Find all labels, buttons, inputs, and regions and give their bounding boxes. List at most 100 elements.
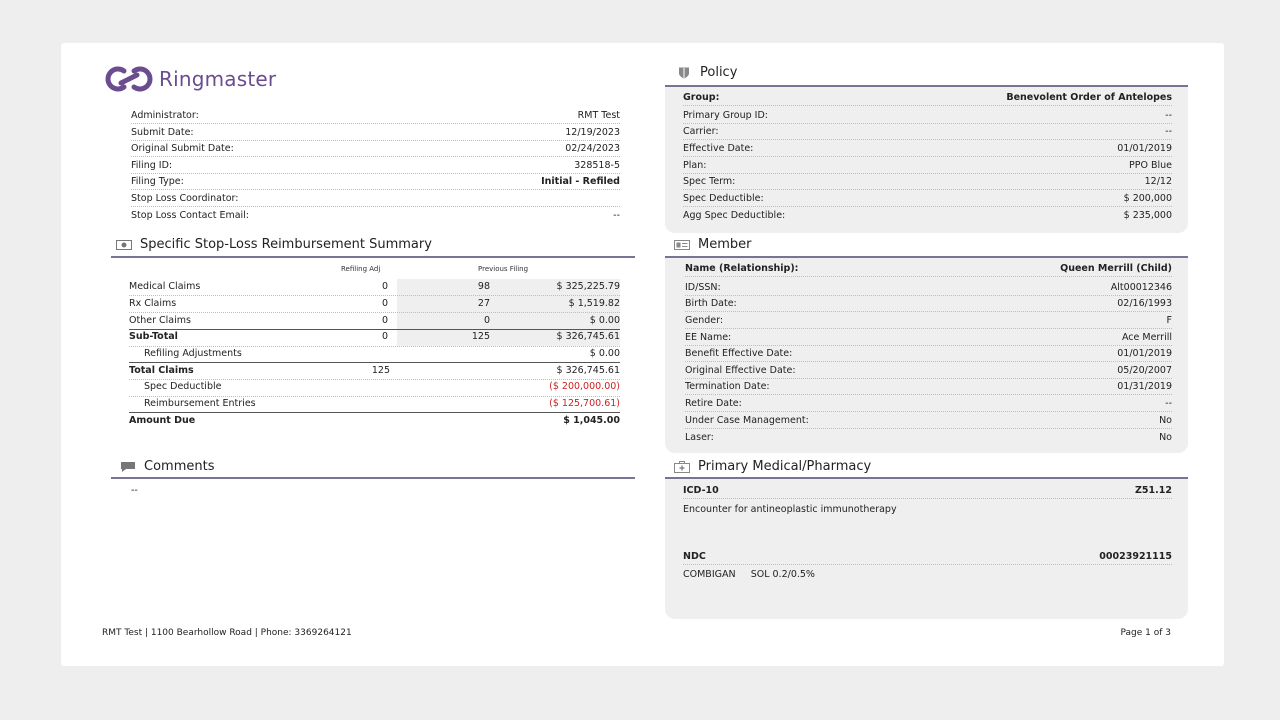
subtotal-rule xyxy=(129,329,620,330)
field-value: Queen Merrill (Child) xyxy=(1060,263,1172,274)
member-row: Birth Date: 02/16/1993 xyxy=(685,296,1172,312)
section-rule xyxy=(111,256,635,258)
field-label: Stop Loss Coordinator: xyxy=(131,192,239,204)
member-row: Laser: No xyxy=(685,429,1172,445)
field-label: Original Effective Date: xyxy=(685,364,796,376)
field-label: Filing Type: xyxy=(131,176,184,187)
member-row: Benefit Effective Date: 01/01/2019 xyxy=(685,346,1172,362)
amount-value: $ 325,225.79 xyxy=(556,281,620,292)
section-title-text: Specific Stop-Loss Reimbursement Summary xyxy=(140,237,432,252)
field-value: Ace Merrill xyxy=(1121,331,1172,343)
field-label: Administrator: xyxy=(131,110,199,121)
field-label: Retire Date: xyxy=(685,398,742,409)
comments-section-title: Comments xyxy=(120,459,214,474)
row-label: Total Claims xyxy=(129,364,194,376)
member-row: Termination Date: 01/31/2019 xyxy=(685,379,1172,395)
column-header-refiling: Refiling Adj xyxy=(341,265,381,273)
field-label: Effective Date: xyxy=(683,143,754,154)
row-label: Refiling Adjustments xyxy=(144,348,242,359)
amount-value: $ 326,745.61 xyxy=(556,364,620,376)
count-value: 98 xyxy=(477,281,490,292)
field-value: $ 235,000 xyxy=(1123,209,1172,221)
row-label: Medical Claims xyxy=(129,281,201,292)
field-value: -- xyxy=(613,209,620,221)
field-value: PPO Blue xyxy=(1129,159,1172,171)
field-value: -- xyxy=(1165,109,1172,121)
field-value: 02/16/1993 xyxy=(1117,298,1172,309)
policy-row: Spec Deductible: $ 200,000 xyxy=(683,191,1172,207)
field-value: 02/24/2023 xyxy=(565,143,620,154)
amount-value: $ 0.00 xyxy=(589,348,620,359)
page-number: Page 1 of 3 xyxy=(1120,628,1172,638)
policy-panel: Group: Benevolent Order of Antelopes Pri… xyxy=(665,85,1188,233)
filing-row: Original Submit Date: 02/24/2023 xyxy=(131,141,620,157)
policy-row: Group: Benevolent Order of Antelopes xyxy=(683,90,1172,106)
reimbursement-entries-row: Reimbursement Entries ($ 125,700.61) xyxy=(129,396,620,413)
amount-value: $ 1,519.82 xyxy=(568,297,620,309)
field-label: Plan: xyxy=(683,159,707,171)
row-label: Reimbursement Entries xyxy=(144,398,256,409)
row-divider xyxy=(129,312,620,313)
field-value: RMT Test xyxy=(577,110,620,121)
field-value: 12/12 xyxy=(1144,176,1172,187)
ndc-description: COMBIGAN SOL 0.2/0.5% xyxy=(683,569,815,580)
policy-section-title: Policy xyxy=(676,65,737,80)
field-label: Benefit Effective Date: xyxy=(685,348,793,359)
field-value: Initial - Refiled xyxy=(541,176,620,187)
member-row: Retire Date: -- xyxy=(685,396,1172,412)
ndc-code: 00023921115 xyxy=(1099,551,1172,562)
icd-row: ICD-10 Z51.12 xyxy=(683,483,1172,499)
field-label: Carrier: xyxy=(683,126,719,137)
member-row: EE Name: Ace Merrill xyxy=(685,330,1172,346)
field-value: 01/01/2019 xyxy=(1117,143,1172,154)
amount-value: $ 326,745.61 xyxy=(556,331,620,342)
panel-rule xyxy=(665,477,1188,479)
document-page: Ringmaster Administrator: RMT Test Submi… xyxy=(61,43,1224,666)
ndc-row: NDC 00023921115 xyxy=(683,549,1172,565)
field-label: Gender: xyxy=(685,315,724,326)
field-label: EE Name: xyxy=(685,331,732,343)
row-divider xyxy=(129,379,620,380)
field-value: 12/19/2023 xyxy=(565,126,620,138)
count-value: 0 xyxy=(483,314,490,326)
primary-section-title: Primary Medical/Pharmacy xyxy=(674,459,871,474)
field-label: Name (Relationship): xyxy=(685,263,799,274)
row-label: Spec Deductible xyxy=(144,381,222,392)
total-rule xyxy=(129,362,620,363)
field-label: Filing ID: xyxy=(131,159,173,171)
policy-row: Spec Term: 12/12 xyxy=(683,174,1172,190)
ringmaster-logo-icon xyxy=(105,66,153,92)
panel-rule xyxy=(665,85,1188,87)
field-label: ID/SSN: xyxy=(685,281,721,293)
table-row: Rx Claims 0 27 $ 1,519.82 xyxy=(129,296,620,313)
field-value: 01/01/2019 xyxy=(1117,348,1172,359)
filing-row: Filing Type: Initial - Refiled xyxy=(131,174,620,190)
icd-label: ICD-10 xyxy=(683,485,719,496)
field-value: Alt00012346 xyxy=(1110,281,1172,293)
field-label: Laser: xyxy=(685,431,714,443)
brand-name: Ringmaster xyxy=(159,67,277,91)
refiling-value: 0 xyxy=(381,331,388,342)
amount-value: $ 1,045.00 xyxy=(563,414,620,426)
section-title-text: Primary Medical/Pharmacy xyxy=(698,459,872,474)
icd-code: Z51.12 xyxy=(1135,485,1172,496)
filing-row: Stop Loss Coordinator: xyxy=(131,191,620,207)
row-label: Other Claims xyxy=(129,314,191,326)
ndc-label: NDC xyxy=(683,551,706,562)
section-title-text: Member xyxy=(698,237,752,252)
table-row: Other Claims 0 0 $ 0.00 xyxy=(129,313,620,330)
icd-description: Encounter for antineoplastic immunothera… xyxy=(683,504,897,515)
field-label: Spec Deductible: xyxy=(683,192,764,204)
row-divider xyxy=(129,395,620,397)
section-title-text: Comments xyxy=(144,459,215,474)
field-value: 01/31/2019 xyxy=(1117,381,1172,392)
section-rule xyxy=(111,477,635,479)
shield-icon xyxy=(676,67,692,79)
member-row: Name (Relationship): Queen Merrill (Chil… xyxy=(685,261,1172,277)
filing-row: Stop Loss Contact Email: -- xyxy=(131,207,620,223)
row-label: Rx Claims xyxy=(129,297,177,309)
member-panel: Name (Relationship): Queen Merrill (Chil… xyxy=(665,256,1188,453)
policy-row: Agg Spec Deductible: $ 235,000 xyxy=(683,207,1172,223)
field-value: -- xyxy=(1165,398,1172,409)
amount-value: ($ 200,000.00) xyxy=(549,381,620,392)
